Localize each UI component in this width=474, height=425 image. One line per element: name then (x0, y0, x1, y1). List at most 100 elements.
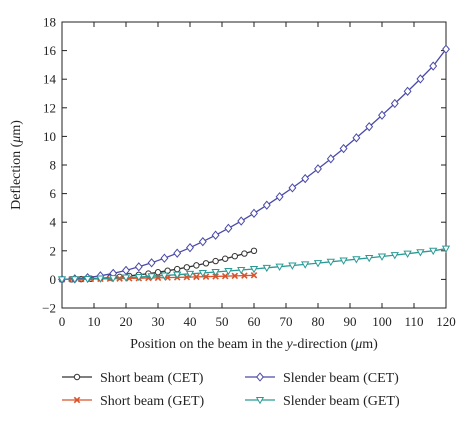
x-tick-label: 80 (312, 314, 325, 329)
series-line (61, 48, 447, 281)
axis-title-part: m) (9, 120, 24, 136)
axis-ticks: 0 10 20 30 40 50 60 70 80 90 100 110 120−20246810121… (42, 15, 456, 330)
data-point (326, 258, 335, 267)
axis-title-part: Position on the beam in the (130, 337, 286, 352)
data-point (275, 192, 284, 202)
data-point (352, 256, 361, 264)
x-marker-stroke (73, 396, 81, 404)
x-tick-label: 110 (404, 314, 423, 329)
x-marker-stroke (116, 275, 123, 282)
data-point (173, 271, 182, 279)
data-point (390, 98, 399, 109)
data-point (198, 236, 207, 247)
data-point (221, 272, 229, 280)
x-tick-label: 10 (88, 314, 101, 329)
x-tick-label: 20 (120, 314, 133, 329)
legend-item: Slender beam (GET) (245, 394, 400, 409)
series (57, 245, 451, 284)
x-tick-label: 70 (280, 314, 293, 329)
data-point (237, 216, 246, 226)
data-point (193, 273, 200, 281)
data-point (121, 274, 131, 282)
data-point (403, 250, 412, 258)
data-point (185, 270, 195, 279)
legend-label: Slender beam (CET) (283, 371, 399, 386)
x-tick-label: 120 (436, 314, 456, 329)
data-point (339, 257, 348, 265)
x-marker-stroke (202, 273, 210, 280)
data-point (109, 275, 118, 283)
data-point (326, 154, 335, 164)
y-tick-label: −2 (42, 301, 56, 316)
y-tick-label: 14 (43, 72, 57, 87)
data-point (301, 261, 310, 269)
data-point (339, 143, 348, 154)
data-point (70, 276, 79, 284)
data-point (390, 252, 399, 260)
legend-label: Short beam (CET) (100, 371, 204, 386)
data-point (212, 273, 219, 280)
legend-label: Short beam (GET) (100, 394, 205, 409)
x-marker-stroke (193, 273, 200, 281)
data-point (288, 262, 297, 270)
data-point (116, 275, 123, 282)
data-point (211, 268, 220, 277)
data-point (377, 253, 387, 261)
data-point (134, 273, 143, 282)
data-point (288, 183, 297, 193)
data-point (403, 86, 412, 97)
data-point (202, 273, 210, 280)
data-point (73, 396, 81, 404)
data-point (441, 245, 451, 253)
y-tick-label: 10 (43, 129, 56, 144)
x-marker-stroke (231, 272, 239, 280)
axis-title-part: y (284, 337, 293, 352)
y-tick-label: 2 (50, 243, 57, 258)
legend-item: Short beam (CET) (62, 371, 204, 386)
series-lines (57, 44, 451, 285)
x-tick-label: 0 (59, 314, 66, 329)
data-point (429, 247, 438, 256)
data-point (442, 44, 450, 54)
axis-title-part: μ (9, 136, 24, 144)
x-marker-stroke (221, 272, 229, 280)
data-point (262, 200, 271, 210)
data-point (241, 272, 248, 279)
x-tick-label: 40 (184, 314, 197, 329)
data-point (224, 223, 233, 234)
data-point (96, 275, 105, 283)
data-point (250, 271, 258, 279)
legend-item: Short beam (GET) (62, 394, 205, 409)
data-point (224, 267, 233, 276)
data-point (275, 263, 284, 271)
x-axis-title: Position on the beam in the y-direction … (130, 337, 378, 352)
data-point (416, 249, 425, 257)
x-marker-stroke (212, 273, 219, 280)
data-point (154, 269, 162, 276)
data-point (231, 272, 239, 280)
data-point (416, 74, 425, 84)
x-tick-label: 100 (372, 314, 392, 329)
data-point (186, 242, 194, 253)
data-point (212, 257, 219, 265)
data-point (262, 264, 271, 273)
data-point (83, 275, 92, 284)
plot-border (61, 21, 447, 309)
data-point (313, 260, 323, 268)
data-point (250, 247, 258, 255)
data-point (174, 265, 181, 273)
axis-title-part: Deflection ( (9, 142, 24, 210)
data-point (147, 273, 156, 281)
plot-frame (61, 21, 447, 309)
data-point (237, 266, 246, 275)
y-tick-label: 12 (43, 100, 56, 115)
data-point (173, 248, 182, 258)
data-point (378, 110, 386, 120)
data-point (231, 253, 239, 260)
data-point (222, 255, 229, 262)
data-point (183, 264, 191, 271)
data-point (73, 373, 81, 381)
y-tick-label: 4 (50, 215, 57, 230)
axis-title-part: -direction ( (293, 337, 356, 352)
y-tick-label: 16 (43, 43, 57, 58)
